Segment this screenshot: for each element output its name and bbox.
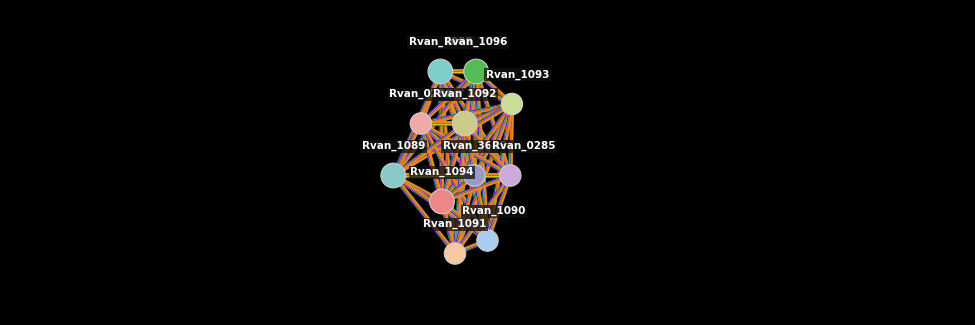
Text: Rvan_3645: Rvan_3645 xyxy=(443,141,506,151)
Text: Rvan_0285: Rvan_0285 xyxy=(491,141,555,151)
Circle shape xyxy=(464,165,486,186)
Text: Rvan_1092: Rvan_1092 xyxy=(433,89,496,99)
Text: Rvan_1093: Rvan_1093 xyxy=(486,70,549,80)
Text: Rvan_1089: Rvan_1089 xyxy=(362,141,425,151)
Circle shape xyxy=(410,113,432,134)
Text: Rvan_1096: Rvan_1096 xyxy=(445,37,508,47)
Circle shape xyxy=(381,163,406,188)
Text: Rvan_0288: Rvan_0288 xyxy=(389,89,452,99)
Circle shape xyxy=(428,59,452,84)
Circle shape xyxy=(452,111,477,136)
Circle shape xyxy=(477,230,498,251)
Circle shape xyxy=(499,165,521,186)
Circle shape xyxy=(430,189,454,214)
Text: Rvan_1091: Rvan_1091 xyxy=(423,219,487,229)
Text: Rvan_1090: Rvan_1090 xyxy=(462,206,526,216)
Circle shape xyxy=(464,59,488,84)
Text: Rvan_1094: Rvan_1094 xyxy=(410,167,474,177)
Circle shape xyxy=(501,93,523,115)
Circle shape xyxy=(445,243,466,264)
Text: Rvan_1088: Rvan_1088 xyxy=(409,37,472,47)
